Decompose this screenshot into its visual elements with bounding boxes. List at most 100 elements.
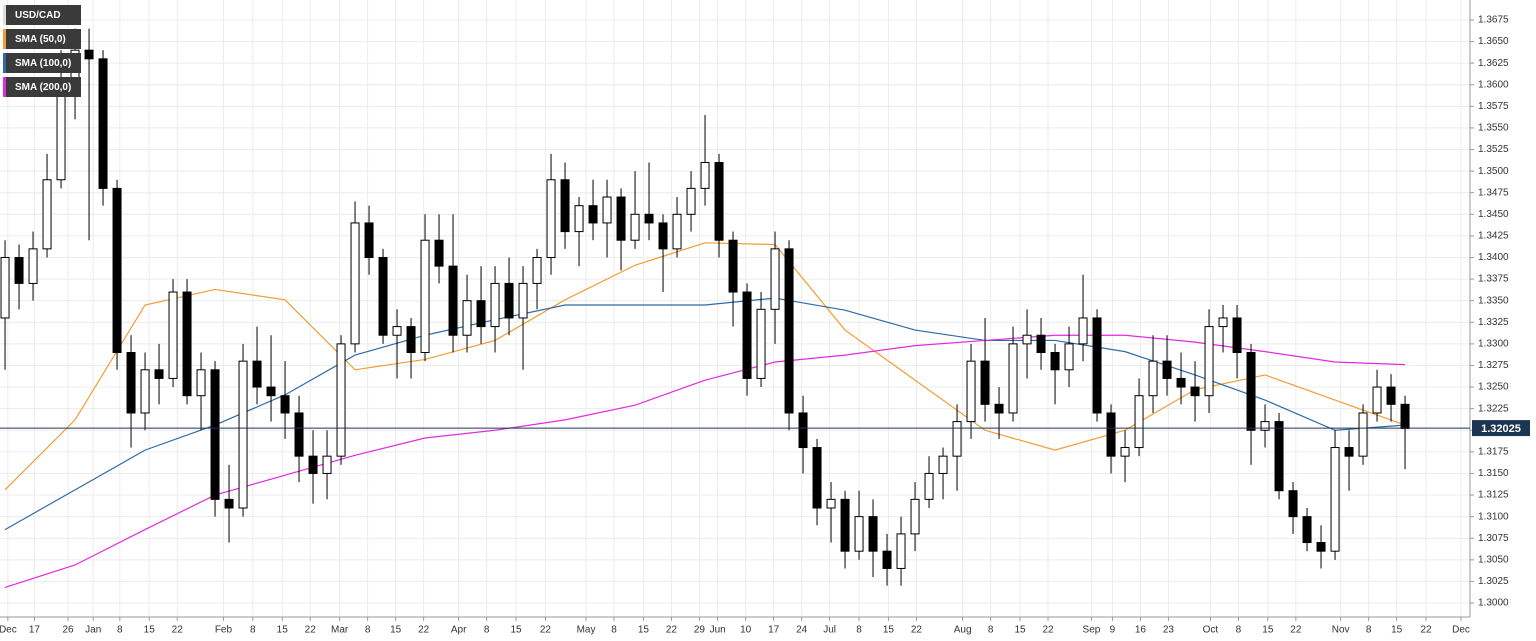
x-tick-label: 15 <box>638 625 650 636</box>
candle-body <box>994 403 1004 414</box>
x-tick-label: 22 <box>418 625 430 636</box>
y-tick-label: 1.3525 <box>1478 144 1509 155</box>
x-tick-label: Aug <box>954 625 972 636</box>
candle-body <box>756 308 766 379</box>
candle-body <box>1218 317 1228 328</box>
x-tick-label: 15 <box>390 625 402 636</box>
legend-box <box>3 77 81 97</box>
candle-body <box>840 498 850 552</box>
x-tick-label: 15 <box>510 625 522 636</box>
x-tick-label: 24 <box>796 625 808 636</box>
candle-body <box>378 256 388 336</box>
candle-body <box>896 533 906 569</box>
candle-body <box>1078 317 1088 345</box>
candle-body <box>1008 343 1018 414</box>
y-tick-label: 1.3475 <box>1478 187 1509 198</box>
candle-body <box>1386 386 1396 405</box>
candle-body <box>560 179 570 233</box>
candle-body <box>826 498 836 509</box>
legend-label: SMA (100,0) <box>15 58 71 69</box>
candle-body <box>714 161 724 241</box>
legend-swatch <box>3 53 6 73</box>
candle-body <box>1344 447 1354 457</box>
candle-body <box>882 550 892 569</box>
candle-body <box>812 447 822 509</box>
x-tick-label: Jul <box>823 625 836 636</box>
candle-body <box>280 395 290 414</box>
candle-body <box>196 369 206 397</box>
candle-body <box>1120 447 1130 457</box>
candle-body <box>910 498 920 535</box>
x-tick-label: Oct <box>1203 625 1219 636</box>
candle-body <box>56 84 66 181</box>
y-tick-label: 1.3325 <box>1478 317 1509 328</box>
axes: 1.3000 1.3025 1.3050 1.3075 1.3100 1.3125 1.31… <box>0 15 1530 636</box>
candle-body <box>14 256 24 284</box>
x-tick-label: 22 <box>305 625 317 636</box>
x-tick-label: 17 <box>768 625 780 636</box>
x-tick-label: 9 <box>1110 625 1116 636</box>
y-tick-label: 1.3000 <box>1478 598 1509 609</box>
candle-body <box>1330 447 1340 552</box>
candle-body <box>1022 334 1032 345</box>
candle-body <box>140 369 150 414</box>
x-tick-label: 8 <box>1236 625 1242 636</box>
x-tick-label: Dec <box>0 625 17 636</box>
x-tick-label: 8 <box>611 625 617 636</box>
candle-body <box>1036 334 1046 354</box>
x-tick-label: 15 <box>144 625 156 636</box>
candle-body <box>182 291 192 397</box>
candle-body <box>84 49 94 60</box>
x-tick-label: 22 <box>1042 625 1054 636</box>
candle-body <box>1092 317 1102 414</box>
y-tick-label: 1.3025 <box>1478 576 1509 587</box>
candle-body <box>728 239 738 293</box>
candle-body <box>1064 343 1074 371</box>
y-tick-label: 1.3675 <box>1478 15 1509 26</box>
candle-body <box>434 239 444 267</box>
x-tick-label: Jun <box>710 625 726 636</box>
candle-body <box>1232 317 1242 354</box>
y-tick-label: 1.3550 <box>1478 123 1509 134</box>
legend-box <box>3 29 81 49</box>
x-tick-label: 8 <box>988 625 994 636</box>
candle-body <box>658 222 668 250</box>
candle-body <box>546 179 556 258</box>
y-tick-label: 1.3425 <box>1478 231 1509 242</box>
legend-box <box>3 53 81 73</box>
candle-body <box>210 369 220 500</box>
candle-body <box>28 248 38 284</box>
candle-body <box>630 213 640 241</box>
legend-swatch <box>3 5 6 25</box>
candle-body <box>420 239 430 354</box>
legend-swatch <box>3 77 6 97</box>
candle-body <box>112 187 122 354</box>
candle-body <box>686 187 696 215</box>
candle-body <box>168 291 178 379</box>
candle-body <box>602 196 612 224</box>
candle-body <box>672 213 682 250</box>
candles <box>0 28 1410 586</box>
y-tick-label: 1.3375 <box>1478 274 1509 285</box>
x-tick-label: 8 <box>484 625 490 636</box>
candle-body <box>224 498 234 509</box>
candle-body <box>1106 412 1116 457</box>
candle-body <box>1148 360 1158 397</box>
candle-body <box>1260 421 1270 431</box>
x-tick-label: 26 <box>62 625 74 636</box>
y-tick-label: 1.3400 <box>1478 252 1509 263</box>
candle-body <box>98 58 108 189</box>
candle-body <box>1316 542 1326 552</box>
y-tick-label: 1.3175 <box>1478 446 1509 457</box>
y-tick-label: 1.3500 <box>1478 166 1509 177</box>
candle-body <box>462 300 472 336</box>
y-tick-label: 1.3450 <box>1478 209 1509 220</box>
y-tick-label: 1.3250 <box>1478 382 1509 393</box>
candle-body <box>770 248 780 310</box>
candle-body <box>532 256 542 284</box>
candle-body <box>1400 403 1410 430</box>
legend-label: SMA (200,0) <box>15 82 71 93</box>
legend: USD/CAD SMA (50,0) SMA (100,0) SMA (200,0) <box>3 5 81 97</box>
